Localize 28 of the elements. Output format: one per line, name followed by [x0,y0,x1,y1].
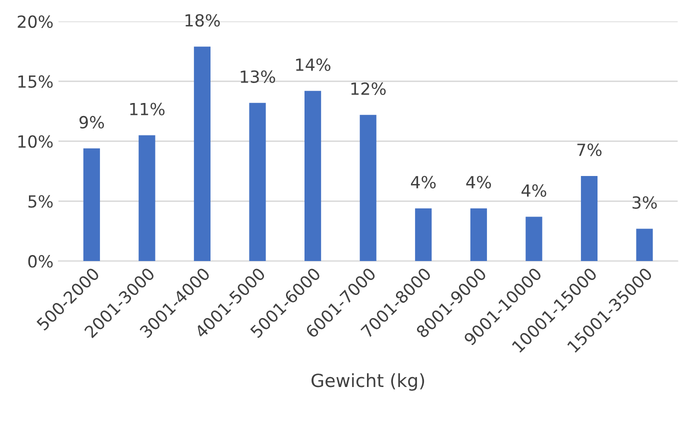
bar [470,208,487,262]
data-label: 13% [240,70,276,83]
bar [360,114,376,262]
bar [194,46,211,262]
data-label: 11% [130,102,165,116]
bar [304,90,322,262]
bar [526,216,542,262]
y-tick-label: 0% [28,255,53,268]
y-tick-label: 15% [18,75,53,88]
data-label: 12% [351,82,386,95]
data-label: 4% [522,184,546,197]
bar [138,135,156,262]
y-tick-label: 5% [28,195,53,208]
data-label: 3% [632,196,657,209]
data-label: 7% [577,143,602,156]
y-tick-label: 10% [18,135,53,148]
x-axis-title: Gewicht (kg) [312,373,424,391]
data-label: 14% [296,58,330,72]
data-label: 4% [410,176,436,188]
data-label: 4% [466,176,491,188]
bar [415,208,432,262]
bar [580,176,598,262]
bar [83,148,100,262]
bar [636,228,653,262]
data-label: 18% [186,14,220,27]
bar [249,102,266,262]
y-tick-label: 20% [18,15,53,28]
data-label: 9% [79,116,104,129]
